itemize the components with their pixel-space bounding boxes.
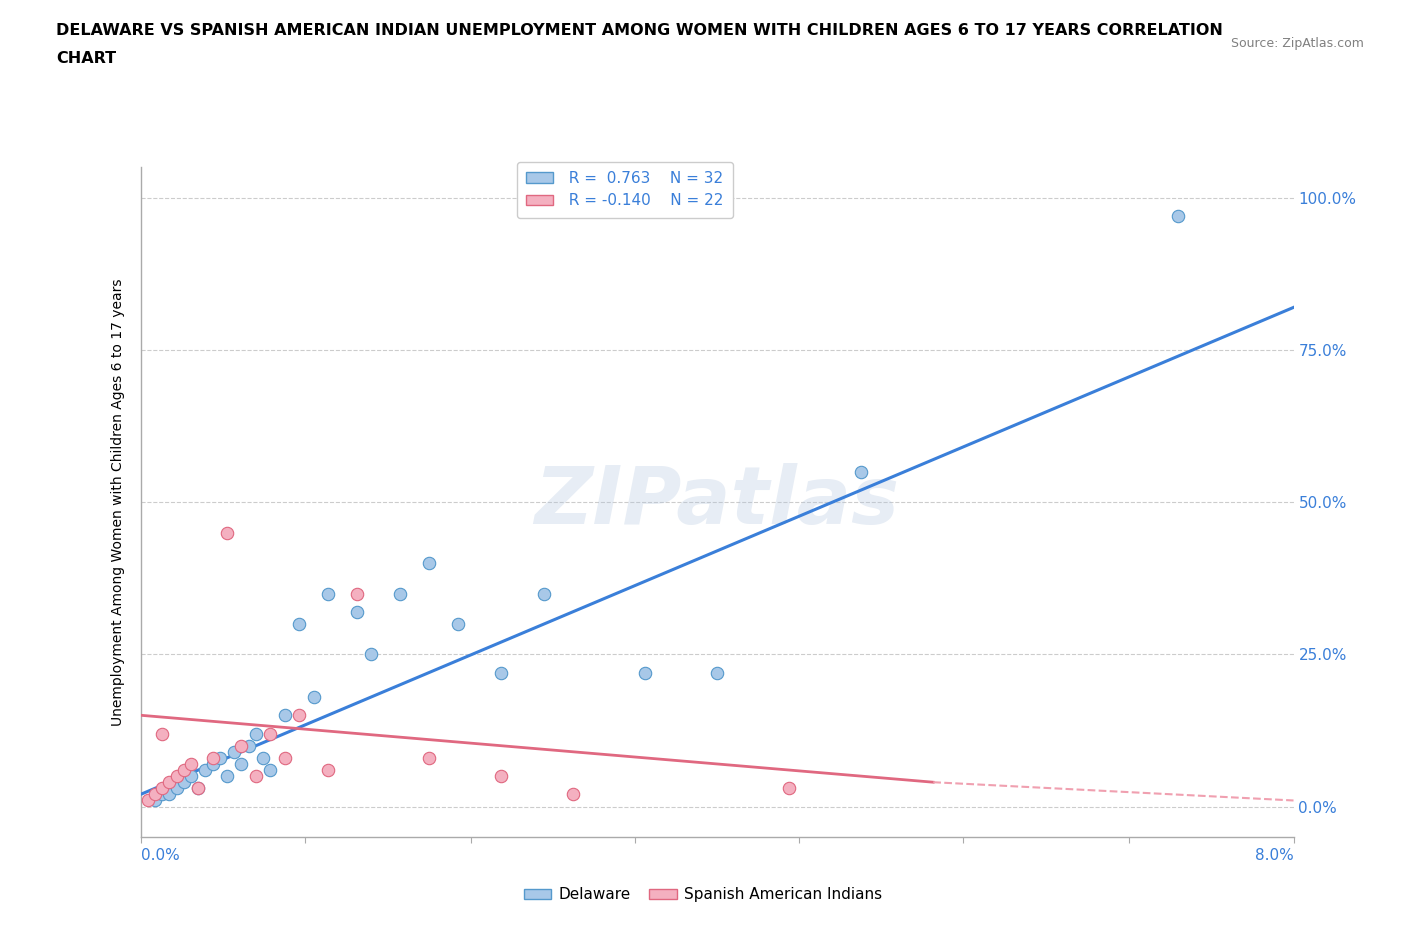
Point [166, 781, 188, 796]
Point [231, 756, 253, 771]
Point [346, 604, 368, 619]
Point [194, 763, 217, 777]
Text: CHART: CHART [56, 51, 117, 66]
Point [143, 787, 166, 802]
Point [245, 726, 267, 741]
Point [150, 726, 173, 741]
Point [447, 617, 470, 631]
Point [634, 665, 657, 680]
Point [173, 763, 195, 777]
Point [217, 525, 239, 540]
Point [187, 781, 209, 796]
Point [288, 617, 311, 631]
Point [180, 769, 202, 784]
Point [150, 787, 173, 802]
Point [208, 751, 231, 765]
Legend: Delaware, Spanish American Indians: Delaware, Spanish American Indians [517, 882, 889, 909]
Point [489, 665, 512, 680]
Point [217, 769, 239, 784]
Point [173, 775, 195, 790]
Point [238, 738, 260, 753]
Point [159, 775, 180, 790]
Point [201, 756, 224, 771]
Point [231, 738, 253, 753]
Point [388, 586, 412, 601]
Point [1167, 208, 1189, 223]
Point [706, 665, 728, 680]
Y-axis label: Unemployment Among Women with Children Ages 6 to 17 years: Unemployment Among Women with Children A… [111, 278, 125, 726]
Text: ZIPatlas: ZIPatlas [534, 463, 900, 541]
Text: 0.0%: 0.0% [141, 848, 180, 863]
Point [418, 751, 440, 765]
Text: 8.0%: 8.0% [1254, 848, 1294, 863]
Point [201, 751, 224, 765]
Point [136, 793, 159, 808]
Point [778, 781, 800, 796]
Point [849, 464, 872, 479]
Point [252, 751, 274, 765]
Point [302, 689, 325, 704]
Point [259, 726, 281, 741]
Point [346, 586, 368, 601]
Point [180, 756, 202, 771]
Point [489, 769, 512, 784]
Point [316, 763, 339, 777]
Point [316, 586, 339, 601]
Point [274, 751, 297, 765]
Point [150, 781, 173, 796]
Point [274, 708, 297, 723]
Point [187, 781, 209, 796]
Point [143, 793, 166, 808]
Point [245, 769, 267, 784]
Text: DELAWARE VS SPANISH AMERICAN INDIAN UNEMPLOYMENT AMONG WOMEN WITH CHILDREN AGES : DELAWARE VS SPANISH AMERICAN INDIAN UNEM… [56, 23, 1223, 38]
Point [288, 708, 311, 723]
Point [562, 787, 585, 802]
Point [159, 787, 180, 802]
Point [533, 586, 555, 601]
Legend:   R =  0.763    N = 32,   R = -0.140    N = 22: R = 0.763 N = 32, R = -0.140 N = 22 [516, 162, 733, 218]
Point [418, 555, 440, 570]
Point [224, 744, 246, 759]
Point [166, 769, 188, 784]
Point [360, 647, 382, 662]
Text: Source: ZipAtlas.com: Source: ZipAtlas.com [1230, 37, 1364, 50]
Point [259, 763, 281, 777]
